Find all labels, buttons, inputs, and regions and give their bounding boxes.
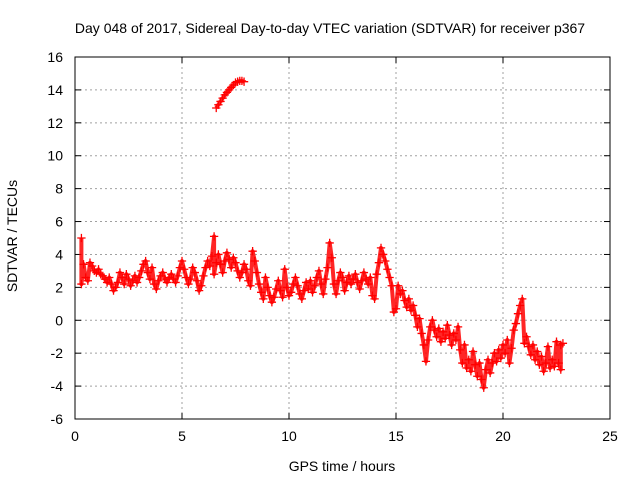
y-tick-label: 8 (55, 181, 63, 197)
y-tick-label: 2 (55, 279, 63, 295)
y-tick-label: 0 (55, 312, 63, 328)
grid (75, 57, 610, 419)
y-tick-label: 12 (47, 115, 63, 131)
y-tick-label: 6 (55, 214, 63, 230)
series-trace (79, 234, 565, 390)
plot-frame (74, 56, 611, 420)
y-tick-label: 10 (47, 148, 63, 164)
y-tick-label: -6 (51, 411, 64, 427)
data-points (77, 76, 568, 392)
axis-ticks: 0 5 10 15 20 25 -6 -4 -2 0 2 4 6 8 10 12 14 16 (47, 49, 618, 444)
y-tick-label: 4 (55, 246, 63, 262)
x-tick-label: 20 (495, 428, 511, 444)
x-tick-label: 15 (388, 428, 404, 444)
x-tick-label: 5 (178, 428, 186, 444)
chart-title: Day 048 of 2017, Sidereal Day-to-day VTE… (75, 20, 585, 36)
x-axis-label: GPS time / hours (289, 458, 396, 474)
y-tick-label: -4 (51, 378, 64, 394)
y-tick-label: 14 (47, 82, 63, 98)
x-tick-label: 0 (71, 428, 79, 444)
y-axis-label: SDTVAR / TECUs (4, 180, 20, 292)
x-tick-label: 10 (281, 428, 297, 444)
x-tick-label: 25 (602, 428, 618, 444)
y-tick-label: 16 (47, 49, 63, 65)
y-tick-label: -2 (51, 345, 64, 361)
series-trace (214, 78, 245, 110)
